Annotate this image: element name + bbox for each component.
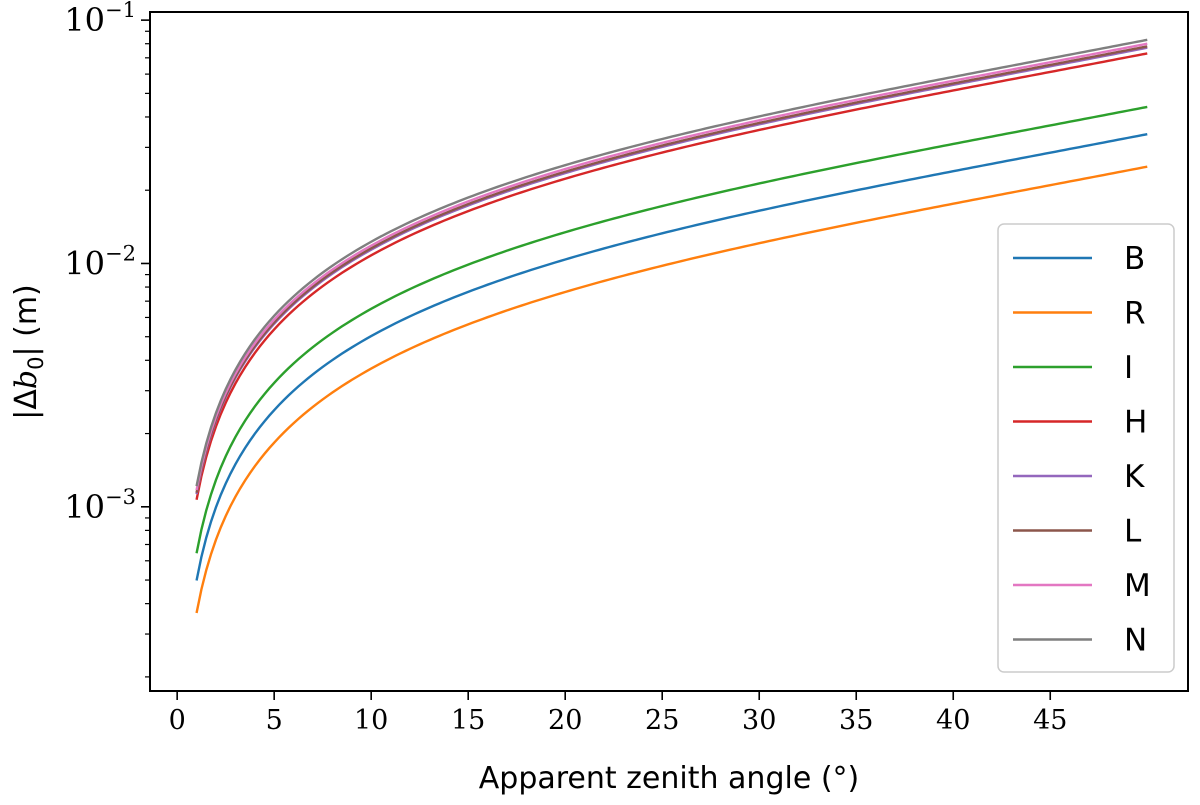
x-tick-label: 0 xyxy=(169,705,186,736)
y-major-ticks: 10−310−210−1 xyxy=(64,0,150,526)
y-tick-label-base: 10 xyxy=(64,1,105,39)
y-tick-label: 10−1 xyxy=(64,0,136,39)
series-line-H xyxy=(195,52,1148,500)
legend-label-M: M xyxy=(1124,568,1151,604)
series-line-L xyxy=(195,45,1148,493)
y-axis-title-sub: 0 xyxy=(24,357,48,370)
y-axis-title: |Δb0| (m) xyxy=(9,284,48,420)
series-line-N xyxy=(195,38,1148,487)
legend-box xyxy=(997,223,1175,673)
y-tick-label-exponent: −3 xyxy=(105,485,136,509)
legend-label-I: I xyxy=(1124,350,1133,386)
y-tick-label-base: 10 xyxy=(64,244,105,282)
series-lines xyxy=(195,38,1148,614)
y-axis-title-prefix: |Δ xyxy=(9,389,44,420)
y-tick-label-exponent: −1 xyxy=(105,0,136,22)
x-axis-title: Apparent zenith angle (°) xyxy=(479,761,859,796)
x-tick-label: 40 xyxy=(936,705,970,736)
x-tick-label: 45 xyxy=(1033,705,1067,736)
series-line-R xyxy=(195,165,1148,614)
y-axis-title-var: b xyxy=(9,370,44,389)
series-line-I xyxy=(195,105,1148,554)
series-line-M xyxy=(195,42,1148,491)
legend-label-R: R xyxy=(1124,296,1146,332)
y-tick-label: 10−2 xyxy=(64,241,136,282)
plot-frame xyxy=(149,11,1189,692)
y-axis-title-suffix: | (m) xyxy=(9,284,44,356)
x-tick-label: 15 xyxy=(451,705,485,736)
x-ticks: 0 5 10 15 20 25 30 35 40 45 xyxy=(169,691,1067,736)
series-line-B xyxy=(195,132,1148,581)
y-tick-label: 10−3 xyxy=(64,485,136,526)
legend-label-B: B xyxy=(1124,241,1145,277)
legend-label-L: L xyxy=(1124,514,1142,550)
legend-label-H: H xyxy=(1124,405,1147,441)
y-tick-label-exponent: −2 xyxy=(105,241,136,265)
legend-label-N: N xyxy=(1124,623,1147,659)
x-tick-label: 30 xyxy=(742,705,776,736)
x-tick-label: 10 xyxy=(354,705,388,736)
x-tick-label: 25 xyxy=(645,705,679,736)
x-tick-label: 35 xyxy=(839,705,873,736)
x-tick-label: 5 xyxy=(266,705,283,736)
x-tick-label: 20 xyxy=(548,705,582,736)
legend-label-K: K xyxy=(1124,459,1145,495)
y-tick-label-base: 10 xyxy=(64,488,105,526)
